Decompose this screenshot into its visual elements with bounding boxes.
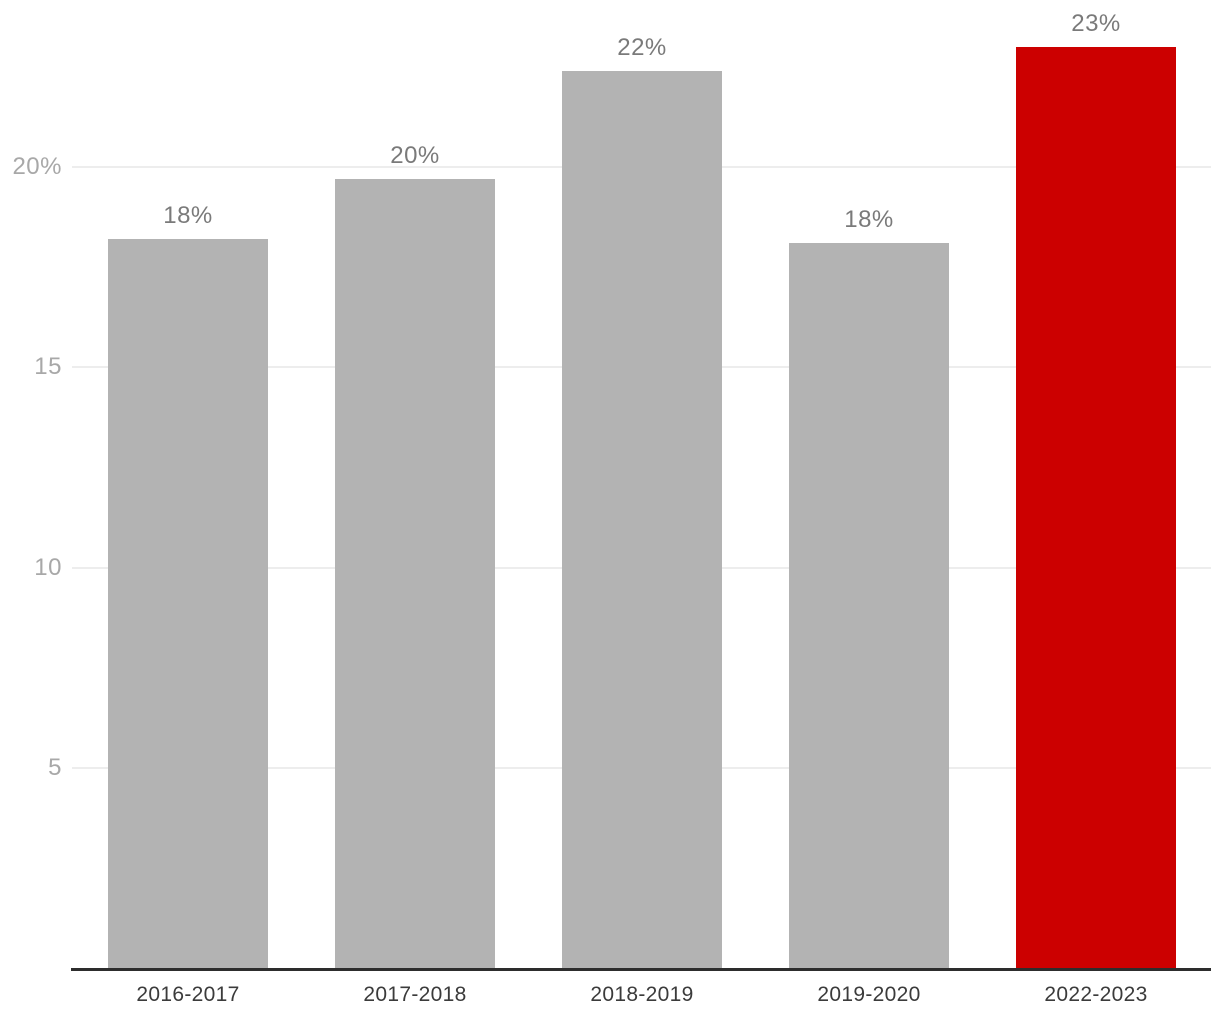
y-tick-label: 20% <box>12 153 62 180</box>
bar-2018-2019 <box>562 71 722 968</box>
bar-2016-2017 <box>108 239 268 968</box>
y-tick-label: 15 <box>34 353 62 380</box>
bar-2019-2020 <box>789 243 949 968</box>
bar-value-label: 20% <box>390 142 440 169</box>
x-tick-label: 2022-2023 <box>1044 983 1148 1006</box>
x-tick-label: 2018-2019 <box>590 983 694 1006</box>
x-tick-label: 2019-2020 <box>817 983 921 1006</box>
x-tick-label: 2016-2017 <box>136 983 240 1006</box>
x-axis-line <box>71 968 1211 971</box>
bar-2017-2018 <box>335 179 495 968</box>
bar-value-label: 18% <box>844 206 894 233</box>
bar-highlighted-2022-2023 <box>1016 47 1176 968</box>
x-tick-label: 2017-2018 <box>363 983 467 1006</box>
bar-value-label: 22% <box>617 34 667 61</box>
bar-value-label: 18% <box>163 202 213 229</box>
y-tick-label: 5 <box>48 754 62 781</box>
y-tick-label: 10 <box>34 554 62 581</box>
bar-value-label: 23% <box>1071 10 1121 37</box>
